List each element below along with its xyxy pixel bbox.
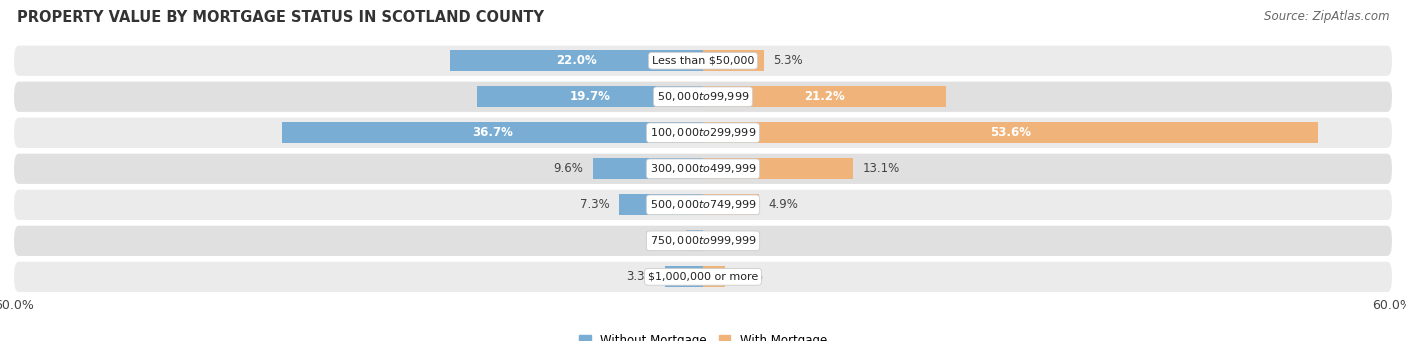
Text: 0.0%: 0.0% — [713, 234, 742, 247]
Bar — [477, 86, 703, 107]
FancyBboxPatch shape — [14, 154, 1392, 184]
Text: 21.2%: 21.2% — [804, 90, 845, 103]
Text: 5.3%: 5.3% — [773, 54, 803, 67]
Text: 53.6%: 53.6% — [990, 126, 1031, 139]
Bar — [703, 122, 1319, 143]
FancyBboxPatch shape — [14, 118, 1392, 148]
Legend: Without Mortgage, With Mortgage: Without Mortgage, With Mortgage — [579, 334, 827, 341]
Bar — [703, 194, 759, 215]
Text: 1.9%: 1.9% — [734, 270, 763, 283]
Text: 7.3%: 7.3% — [581, 198, 610, 211]
Text: $50,000 to $99,999: $50,000 to $99,999 — [657, 90, 749, 103]
Bar — [703, 158, 853, 179]
Text: 19.7%: 19.7% — [569, 90, 610, 103]
FancyBboxPatch shape — [14, 226, 1392, 256]
Text: 1.5%: 1.5% — [647, 234, 676, 247]
Text: 4.9%: 4.9% — [769, 198, 799, 211]
Text: 22.0%: 22.0% — [557, 54, 598, 67]
Text: $500,000 to $749,999: $500,000 to $749,999 — [650, 198, 756, 211]
FancyBboxPatch shape — [14, 81, 1392, 112]
Text: 3.3%: 3.3% — [626, 270, 657, 283]
Text: $1,000,000 or more: $1,000,000 or more — [648, 272, 758, 282]
Bar — [619, 194, 703, 215]
Text: $300,000 to $499,999: $300,000 to $499,999 — [650, 162, 756, 175]
Bar — [593, 158, 703, 179]
Bar — [703, 266, 725, 287]
Text: 9.6%: 9.6% — [554, 162, 583, 175]
Bar — [665, 266, 703, 287]
Text: $100,000 to $299,999: $100,000 to $299,999 — [650, 126, 756, 139]
Text: PROPERTY VALUE BY MORTGAGE STATUS IN SCOTLAND COUNTY: PROPERTY VALUE BY MORTGAGE STATUS IN SCO… — [17, 10, 544, 25]
Bar — [703, 86, 946, 107]
Text: 36.7%: 36.7% — [472, 126, 513, 139]
Bar — [703, 50, 763, 71]
Text: Source: ZipAtlas.com: Source: ZipAtlas.com — [1264, 10, 1389, 23]
Text: $750,000 to $999,999: $750,000 to $999,999 — [650, 234, 756, 247]
Text: 13.1%: 13.1% — [863, 162, 900, 175]
Bar — [450, 50, 703, 71]
FancyBboxPatch shape — [14, 190, 1392, 220]
Text: Less than $50,000: Less than $50,000 — [652, 56, 754, 66]
Bar — [686, 231, 703, 251]
Bar — [281, 122, 703, 143]
FancyBboxPatch shape — [14, 46, 1392, 76]
FancyBboxPatch shape — [14, 262, 1392, 292]
